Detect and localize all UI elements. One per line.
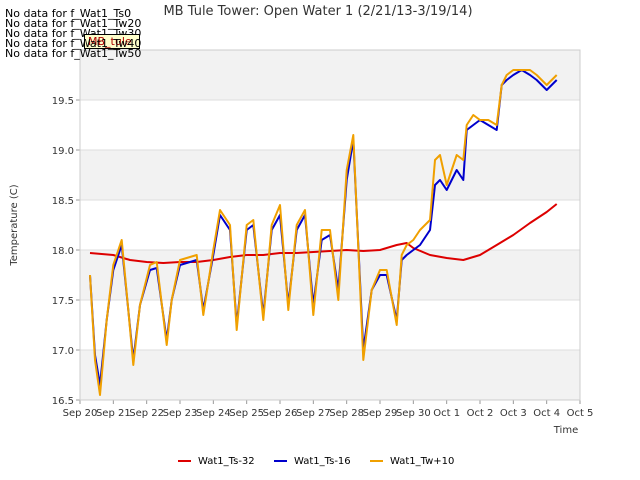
x-tick-label: Sep 26 — [263, 408, 298, 419]
no-data-note: No data for f_Wat1_Tw40 — [5, 37, 142, 50]
chart-title: MB Tule Tower: Open Water 1 (2/21/13-3/1… — [163, 4, 472, 19]
x-tick-label: Oct 5 — [567, 408, 594, 419]
plot-band — [80, 150, 580, 200]
x-tick-label: Sep 29 — [363, 408, 398, 419]
no-data-note: No data for f_Wat1_Tw30 — [5, 27, 142, 40]
y-tick-label: 19.5 — [52, 96, 74, 107]
y-tick-label: 19.0 — [52, 146, 74, 157]
plot-band — [80, 350, 580, 400]
x-tick-label: Oct 4 — [533, 408, 560, 419]
x-tick-label: Sep 28 — [329, 408, 364, 419]
no-data-note: No data for f_Wat1_Tw50 — [5, 47, 142, 60]
y-axis-label: Temperature (C) — [9, 184, 20, 266]
x-tick-label: Sep 30 — [396, 408, 431, 419]
legend-label: Wat1_Tw+10 — [390, 456, 454, 467]
x-tick-label: Oct 3 — [500, 408, 527, 419]
x-tick-label: Sep 25 — [229, 408, 264, 419]
plot-band — [80, 200, 580, 250]
x-tick-label: Sep 20 — [63, 408, 98, 419]
y-tick-label: 17.0 — [52, 346, 74, 357]
x-axis-label: Time — [553, 425, 578, 436]
x-tick-label: Sep 23 — [163, 408, 198, 419]
y-axis: 16.5 17.0 17.5 18.0 18.5 19.0 19.5 — [52, 96, 80, 407]
series-line-Wat1_Tw+10 — [89, 69, 558, 396]
no-data-note: No data for f_Wat1_Tw20 — [5, 17, 142, 30]
series-line-Wat1_Ts-32 — [89, 203, 558, 264]
plot-band — [80, 300, 580, 350]
plot-band — [80, 100, 580, 150]
y-tick-label: 17.5 — [52, 296, 74, 307]
x-tick-label: Sep 21 — [96, 408, 131, 419]
legend: Wat1_Ts-32 Wat1_Ts-16 Wat1_Tw+10 — [178, 456, 454, 467]
legend-label: Wat1_Ts-32 — [198, 456, 255, 467]
plot-frame — [79, 49, 581, 401]
legend-label: Wat1_Ts-16 — [294, 456, 351, 467]
y-tick-label: 16.5 — [52, 396, 74, 407]
plot-band — [80, 50, 580, 100]
series-lines — [89, 69, 558, 396]
x-tick-label: Oct 2 — [467, 408, 494, 419]
x-tick-label: Sep 24 — [196, 408, 231, 419]
plot-band — [80, 250, 580, 300]
x-tick-label: Sep 22 — [129, 408, 164, 419]
x-tick-label: Oct 1 — [433, 408, 460, 419]
x-tick-label: Sep 27 — [296, 408, 331, 419]
y-tick-label: 18.0 — [52, 246, 74, 257]
overlay-label: MB_tule — [84, 34, 140, 49]
no-data-note: No data for f_Wat1_Ts0 — [5, 7, 132, 20]
plot-bands — [80, 50, 580, 401]
y-tick-label: 18.5 — [52, 196, 74, 207]
